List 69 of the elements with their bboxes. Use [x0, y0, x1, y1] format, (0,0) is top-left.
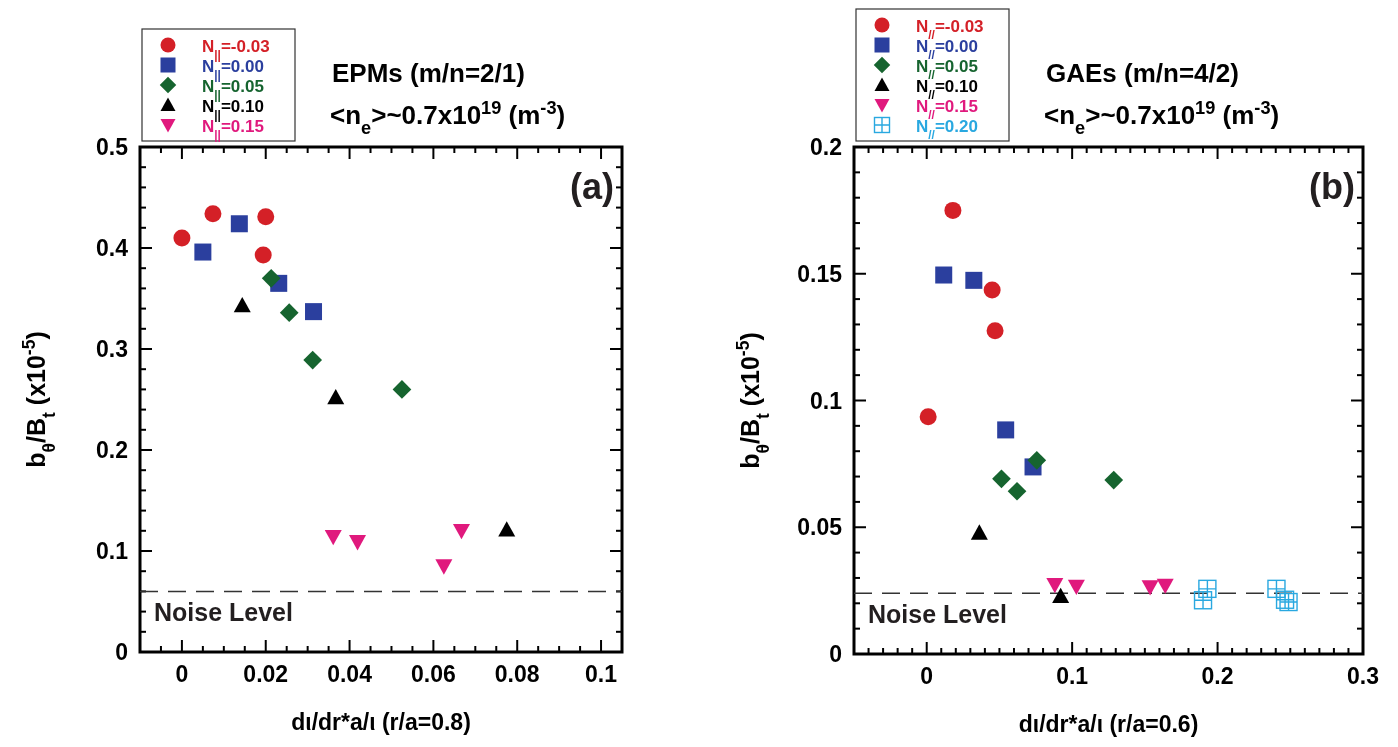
point: [324, 530, 342, 546]
point: [435, 559, 453, 575]
point: [992, 469, 1011, 489]
point: [303, 350, 323, 370]
x-tick-label: 0.1: [585, 661, 618, 687]
point: [1198, 579, 1217, 599]
point: [1007, 481, 1027, 501]
y-tick-label: 0.2: [810, 134, 842, 160]
x-tick-label: 0.04: [327, 661, 373, 687]
x-tick-label: 0.06: [411, 661, 456, 687]
y-tick-label: 0.05: [797, 514, 843, 541]
point: [919, 408, 937, 426]
point: [230, 215, 248, 233]
point: [1156, 578, 1174, 595]
point: [970, 524, 988, 540]
point: [986, 322, 1004, 340]
y-tick-label: 0.15: [797, 260, 843, 287]
point: [233, 297, 251, 313]
point: [1052, 587, 1070, 603]
point: [1279, 592, 1298, 612]
point: [261, 268, 281, 288]
annotation: (b): [1309, 166, 1355, 207]
point: [965, 271, 983, 289]
point: [257, 208, 275, 226]
point: [1193, 591, 1213, 610]
annotation: (a): [570, 166, 614, 207]
chart-title: GAEs (m/n=4/2): [1046, 58, 1239, 88]
chart-subtitle: <n$_{e}$>~0.7x10$^{19}$ (m$^{-3}$): [330, 98, 566, 138]
point: [1067, 579, 1085, 596]
y-tick-label: 0.4: [96, 235, 129, 261]
chart-subtitle: <n$_{e}$>~0.7x10$^{19}$ (m$^{-3}$): [1044, 98, 1280, 138]
point: [1104, 470, 1124, 490]
point: [349, 535, 367, 551]
y-tick-label: 0.5: [96, 134, 129, 160]
x-tick-label: 0.08: [494, 661, 540, 687]
point: [305, 303, 323, 321]
ref-line-label: Noise Level: [868, 600, 1007, 629]
point: [983, 281, 1001, 299]
point: [498, 521, 516, 537]
x-tick-label: 0: [920, 663, 934, 689]
point: [194, 243, 212, 261]
point: [392, 380, 412, 399]
x-axis-title: dι/dr*a/ι (r/a=0.6): [1018, 711, 1199, 737]
y-tick-label: 0.1: [96, 538, 129, 564]
y-tick-label: 0.2: [96, 437, 128, 463]
x-tick-label: 0.3: [1347, 663, 1379, 689]
y-tick-label: 0.1: [810, 387, 843, 414]
point: [935, 266, 953, 284]
point: [204, 205, 222, 223]
y-tick-label: 0: [115, 639, 128, 665]
y-tick-label: 0.3: [96, 336, 128, 362]
x-tick-label: 0.2: [1201, 663, 1234, 689]
point: [1141, 580, 1159, 596]
point: [327, 388, 345, 405]
x-tick-label: 0: [175, 661, 189, 687]
point: [944, 201, 962, 219]
point: [1046, 577, 1064, 594]
y-tick-label: 0: [829, 641, 842, 667]
chart-title: EPMs (m/n=2/1): [332, 58, 525, 88]
point: [452, 524, 470, 540]
x-tick-label: 0.02: [243, 661, 289, 687]
x-tick-label: 0.1: [1056, 663, 1089, 689]
point: [1027, 450, 1047, 470]
ref-line-label: Noise Level: [154, 598, 293, 627]
point: [173, 229, 191, 247]
point: [254, 246, 272, 264]
point: [997, 421, 1015, 439]
point: [279, 303, 299, 322]
x-axis-title: dι/dr*a/ι (r/a=0.8): [291, 709, 471, 735]
